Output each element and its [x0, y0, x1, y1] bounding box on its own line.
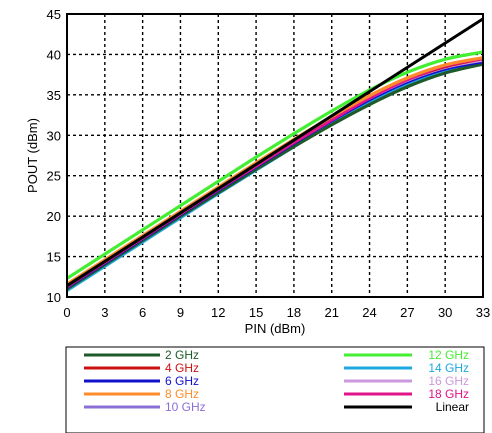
x-tick-label: 21 [324, 305, 338, 320]
series-line-12-ghz [67, 50, 483, 281]
y-tick-label: 30 [47, 128, 61, 143]
legend-label-6-ghz: 6 GHz [165, 374, 199, 388]
y-tick-label: 10 [47, 290, 61, 305]
series-line-2-ghz [67, 62, 483, 291]
legend-label-10-ghz: 10 GHz [165, 400, 206, 414]
x-tick-label: 12 [211, 305, 225, 320]
legend-label-18-ghz: 18 GHz [428, 387, 469, 401]
axis-ticks: 0 3 6 9 12 15 18 21 24 27 30 33 10 15 20 25 30 35 40 45 [47, 7, 491, 320]
plot-frame [66, 13, 484, 298]
x-tick-label: 27 [400, 305, 414, 320]
legend-label-4-ghz: 4 GHz [165, 361, 199, 375]
x-tick-label: 18 [287, 305, 301, 320]
y-tick-label: 20 [47, 209, 61, 224]
x-axis-title: PIN (dBm) [245, 321, 306, 336]
y-tick-label: 15 [47, 250, 61, 265]
y-tick-label: 35 [47, 88, 61, 103]
x-tick-label: 9 [177, 305, 184, 320]
legend-label-14-ghz: 14 GHz [428, 361, 469, 375]
x-tick-label: 15 [249, 305, 263, 320]
legend-frame [65, 346, 485, 433]
y-tick-label: 45 [47, 7, 61, 22]
series-lines [67, 17, 483, 293]
x-tick-label: 24 [362, 305, 376, 320]
legend-label-8-ghz: 8 GHz [165, 387, 199, 401]
y-tick-label: 25 [47, 169, 61, 184]
x-tick-label: 33 [476, 305, 490, 320]
legend-label-2-ghz: 2 GHz [165, 348, 199, 362]
legend-label-12-ghz: 12 GHz [428, 348, 469, 362]
grid [67, 14, 483, 297]
x-tick-label: 30 [438, 305, 452, 320]
y-axis-title: POUT (dBm) [25, 118, 40, 193]
legend-label-linear: Linear [436, 400, 469, 414]
x-tick-label: 0 [63, 305, 70, 320]
x-tick-label: 6 [139, 305, 146, 320]
x-tick-label: 3 [101, 305, 108, 320]
legend-label-16-ghz: 16 GHz [428, 374, 469, 388]
series-line-linear [67, 17, 483, 288]
y-tick-label: 40 [47, 47, 61, 62]
